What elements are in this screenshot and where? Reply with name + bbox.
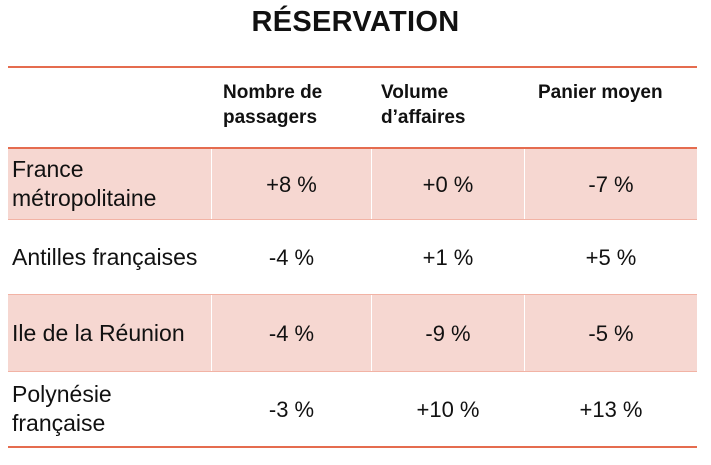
- cell-passagers: -3 %: [211, 372, 371, 446]
- row-label: Polynésie française: [12, 381, 112, 436]
- table-row: Antilles françaises -4 % +1 % +5 %: [8, 220, 697, 294]
- header-rule: [8, 147, 697, 149]
- header-passagers: Nombre de passagers: [223, 82, 323, 128]
- cell-passagers: +8 %: [211, 149, 371, 219]
- cell-volume: +0 %: [371, 149, 524, 219]
- cell-panier: +5 %: [524, 220, 697, 294]
- cell-passagers: -4 %: [211, 295, 371, 371]
- header-empty-cell: [8, 68, 211, 147]
- row-label: Antilles françaises: [12, 243, 198, 270]
- table-row: France métropolitaine +8 % +0 % -7 %: [8, 149, 697, 219]
- page-title: RÉSERVATION: [251, 6, 460, 38]
- cell-panier: -7 %: [524, 149, 697, 219]
- row-divider: [8, 371, 697, 372]
- row-label: Ile de la Réunion: [12, 319, 185, 346]
- row-divider: [8, 294, 697, 295]
- cell-passagers: -4 %: [211, 220, 371, 294]
- cell-panier: -5 %: [524, 295, 697, 371]
- row-label: France métropolitaine: [12, 156, 157, 211]
- cell-volume: +10 %: [371, 372, 524, 446]
- cell-panier: +13 %: [524, 372, 697, 446]
- table-top-rule: [8, 66, 697, 68]
- row-divider: [8, 219, 697, 220]
- cell-volume: +1 %: [371, 220, 524, 294]
- table-row: Ile de la Réunion -4 % -9 % -5 %: [8, 295, 697, 371]
- header-volume: Volume d’affaires: [381, 82, 466, 128]
- table-row: Polynésie française -3 % +10 % +13 %: [8, 372, 697, 446]
- table-bottom-rule: [8, 446, 697, 448]
- table-header-row: Nombre de passagers Volume d’affaires Pa…: [8, 68, 697, 147]
- header-panier: Panier moyen: [538, 82, 663, 103]
- cell-volume: -9 %: [371, 295, 524, 371]
